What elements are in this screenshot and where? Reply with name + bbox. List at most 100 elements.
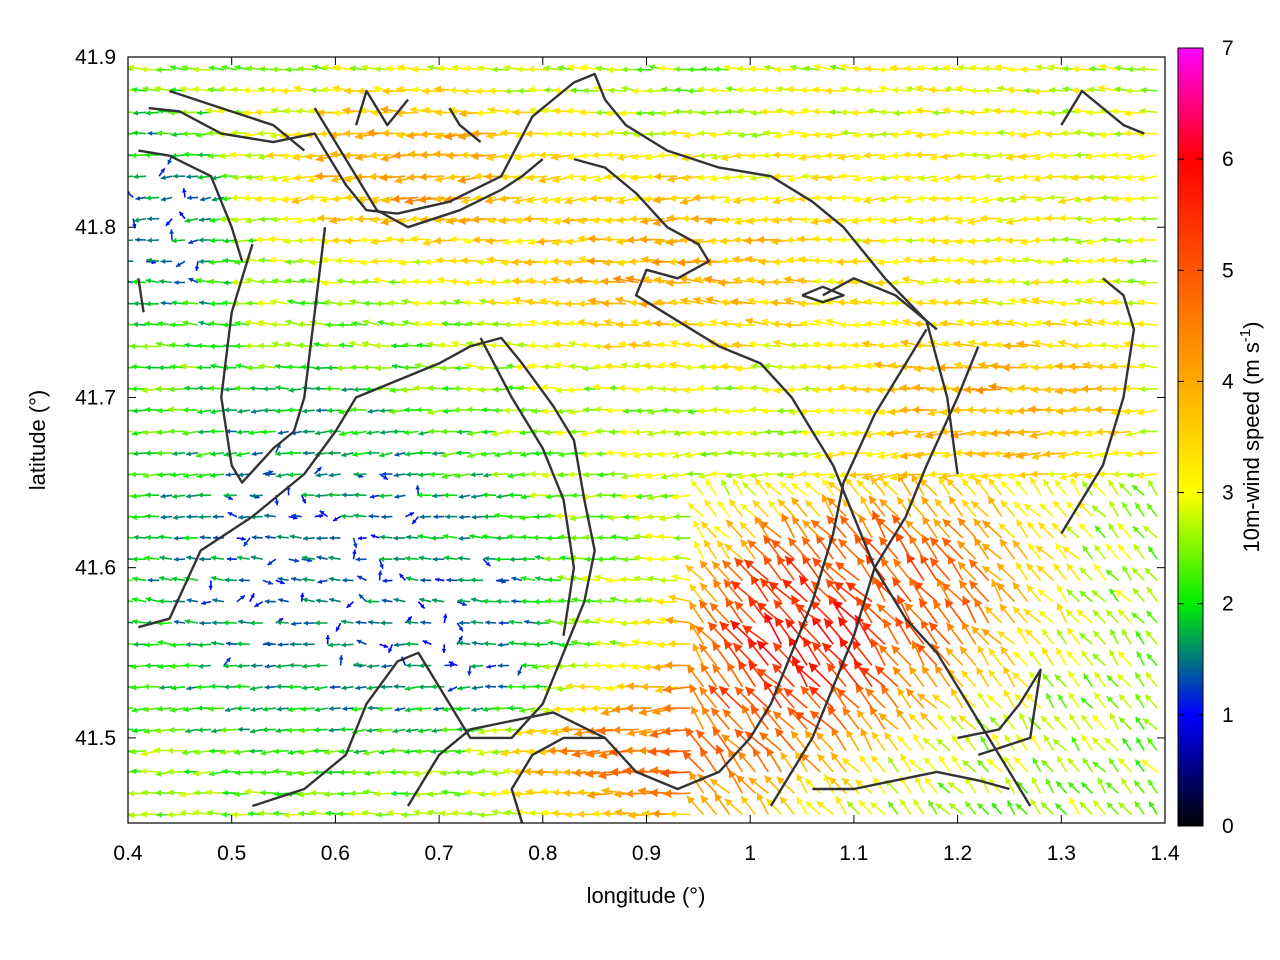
wind-arrow-282: [647, 747, 678, 757]
wind-arrow-590: [517, 665, 523, 676]
wind-arrow-747: [470, 619, 484, 625]
wind-arrow-6: [192, 809, 212, 816]
wind-arrow-803: [158, 598, 173, 605]
y-tick-label: 41.8: [75, 216, 116, 239]
wind-arrow-385: [958, 714, 977, 731]
wind-arrow-208: [737, 750, 757, 773]
wind-arrow-5: [179, 809, 199, 817]
wind-arrow-127: [728, 769, 744, 794]
wind-arrow-662: [405, 641, 419, 647]
wind-arrow-1035: [1093, 544, 1107, 560]
wind-arrow-638: [1136, 650, 1146, 666]
wind-arrow-331: [261, 727, 276, 733]
wind-arrow-878: [1132, 587, 1145, 603]
wind-arrow-255: [312, 747, 328, 754]
wind-arrow-285: [695, 729, 718, 752]
wind-arrow-802: [145, 596, 160, 603]
wind-arrow-710: [1024, 628, 1042, 645]
y-tick-label: 41.7: [75, 386, 116, 409]
wind-arrow-842: [656, 598, 678, 606]
wind-arrow-424: [433, 706, 445, 712]
wind-arrow-610: [756, 640, 782, 667]
wind-arrow-103: [413, 791, 432, 798]
wind-arrow-740: [380, 620, 393, 626]
wind-arrow-447: [718, 685, 743, 709]
wind-arrow-340: [376, 727, 393, 734]
wind-arrow-789: [1012, 606, 1029, 624]
wind-arrow-555: [1093, 671, 1107, 688]
wind-arrow-574: [301, 663, 315, 669]
wind-arrow-1013: [801, 536, 821, 560]
wind-arrow-172: [273, 768, 289, 775]
wind-arrow-551: [1041, 673, 1055, 688]
wind-arrow-827: [470, 597, 484, 603]
wind-arrow-635: [1092, 653, 1106, 667]
wind-arrow-319: [1146, 737, 1158, 752]
wind-arrow-902: [405, 576, 419, 582]
wind-arrow-820: [381, 598, 393, 604]
wind-arrow-141: [914, 776, 925, 794]
wind-arrow-258: [353, 749, 367, 755]
wind-arrow-395: [1091, 714, 1107, 730]
wind-arrow-794: [1076, 609, 1093, 624]
wind-arrow-170: [247, 769, 263, 776]
wind-arrow-801: [131, 597, 147, 603]
wind-arrow-1019: [878, 536, 899, 560]
wind-arrow-500: [380, 684, 393, 690]
wind-arrow-363: [661, 726, 691, 736]
wind-arrow-651: [264, 641, 276, 647]
colorbar-gradient: [1177, 47, 1204, 827]
wind-arrow-706: [970, 625, 990, 645]
wind-arrow-1045: [183, 535, 198, 541]
wind-arrow-377: [856, 709, 873, 730]
wind-arrow-716: [1109, 628, 1120, 645]
wind-arrow-817: [346, 601, 355, 609]
wind-arrow-807: [212, 597, 225, 603]
wind-arrow-847: [723, 578, 744, 603]
wind-arrow-437: [590, 704, 613, 713]
wind-arrow-309: [1015, 734, 1029, 752]
wind-arrow-961: [132, 556, 147, 562]
wind-arrow-1032: [1054, 542, 1068, 560]
wind-arrow-1008: [740, 538, 757, 560]
wind-arrow-661: [393, 642, 406, 648]
wind-arrow-556: [1106, 674, 1119, 688]
wind-arrow-655: [325, 634, 331, 645]
wind-arrow-895: [317, 579, 328, 584]
x-tick-label: 0.8: [528, 842, 557, 865]
wind-arrow-1026: [973, 537, 990, 560]
wind-arrow-925: [699, 559, 718, 581]
wind-arrow-454: [808, 685, 834, 709]
wind-arrow-186: [453, 769, 471, 776]
wind-arrow-733: [291, 621, 302, 627]
wind-arrow-533: [794, 663, 821, 688]
wind-arrow-761: [642, 618, 665, 626]
wind-arrow-958: [1131, 567, 1145, 581]
wind-arrow-1068: [481, 533, 497, 540]
wind-arrow-1078: [610, 534, 626, 540]
wind-arrow-324: [168, 726, 186, 734]
wind-arrow-207: [727, 748, 744, 773]
wind-arrow-205: [699, 747, 718, 773]
wind-arrow-542: [921, 665, 938, 688]
colorbar-tick-label: 6: [1222, 148, 1234, 171]
wind-arrow-87: [205, 789, 224, 796]
wind-arrow-780: [896, 594, 912, 624]
wind-arrow-302: [922, 737, 938, 752]
wind-arrow-608: [732, 642, 756, 667]
wind-arrow-510: [506, 683, 523, 690]
wind-arrow-484: [170, 685, 186, 691]
wind-arrow-1057: [352, 537, 358, 549]
wind-arrow-504: [430, 684, 445, 690]
wind-arrow-475: [1093, 692, 1107, 709]
wind-arrow-135: [828, 776, 847, 794]
wind-arrow-501: [393, 684, 406, 690]
wind-arrow-560: [128, 664, 134, 667]
wind-arrow-535: [826, 662, 847, 688]
wind-arrow-38: [602, 809, 626, 818]
wind-arrow-688: [729, 620, 756, 645]
wind-arrow-220: [899, 753, 912, 773]
wind-arrow-672: [534, 641, 549, 648]
x-axis-label: longitude (°): [587, 883, 706, 908]
wind-arrow-459: [880, 685, 899, 709]
